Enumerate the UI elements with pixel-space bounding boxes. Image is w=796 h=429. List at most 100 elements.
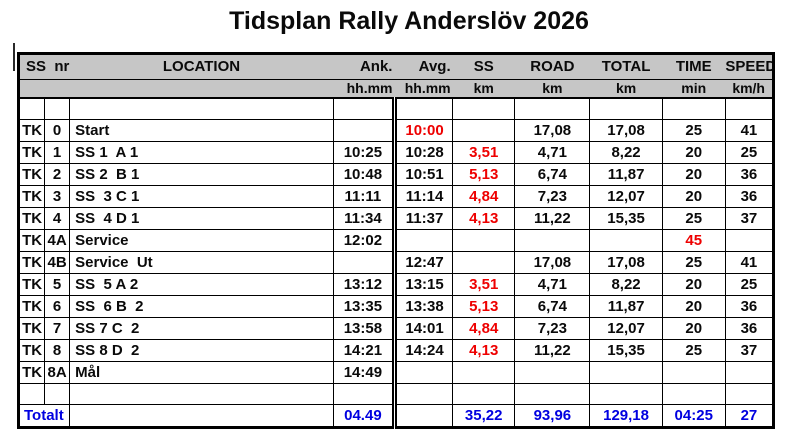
cell-ank: 10:25 <box>332 141 395 164</box>
spacer-row-top <box>17 97 775 120</box>
page-title: Tidsplan Rally Anderslöv 2026 <box>229 7 589 35</box>
cell-speed: 37 <box>724 339 775 362</box>
cell-ss: 3,51 <box>452 141 516 164</box>
cell-tk: TK <box>17 251 46 274</box>
cell-avg: 10:00 <box>391 119 454 142</box>
cell-time: 20 <box>661 295 726 318</box>
cell-ank: 12:02 <box>332 229 395 252</box>
units-speed: km/h <box>725 79 774 99</box>
cell-location: Mål <box>69 361 334 384</box>
header-ss-nr: SS nr <box>18 53 70 80</box>
table-row: TK 8A Mål 14:49 <box>17 361 775 384</box>
cell-road: 17,08 <box>514 251 591 274</box>
units-avg: hh.mm <box>394 79 453 99</box>
cell-ss: 4,13 <box>452 339 516 362</box>
total-avg <box>391 404 454 428</box>
cell-location: SS 2 B 1 <box>69 163 334 186</box>
cell-total: 11,87 <box>589 295 663 318</box>
total-time: 04:25 <box>661 404 726 428</box>
cell-ank <box>332 119 395 142</box>
cell-ss <box>452 119 516 142</box>
cell-total: 15,35 <box>589 207 663 230</box>
cell-ank: 13:12 <box>332 273 395 296</box>
cell-ss <box>452 251 516 274</box>
cell-ss: 5,13 <box>452 163 516 186</box>
cell-ank: 13:35 <box>332 295 395 318</box>
cell-speed: 36 <box>724 185 775 208</box>
cell-location: Service <box>69 229 334 252</box>
cell-ss: 4,84 <box>452 317 516 340</box>
cell-time <box>661 361 726 384</box>
data-rows: TK 0 Start 10:00 17,08 17,08 25 41 TK 1 … <box>17 119 775 384</box>
cell-ss: 4,84 <box>452 185 516 208</box>
header-speed: SPEED <box>725 53 774 80</box>
total-row: Totalt 04.49 35,22 93,96 129,18 04:25 27 <box>17 404 775 428</box>
cell-ank <box>332 251 395 274</box>
cell-total: 8,22 <box>589 273 663 296</box>
units-ank: hh.mm <box>333 79 395 99</box>
cell-speed: 36 <box>724 317 775 340</box>
cell-nr: 3 <box>44 185 71 208</box>
cell-ss <box>452 229 516 252</box>
table-row: TK 8 SS 8 D 2 14:21 14:24 4,13 11,22 15,… <box>17 339 775 362</box>
cell-avg: 10:28 <box>391 141 454 164</box>
cell-time: 25 <box>661 251 726 274</box>
cell-speed: 25 <box>724 141 775 164</box>
cell-location: Start <box>69 119 334 142</box>
cell-nr: 4B <box>44 251 71 274</box>
cell-road: 7,23 <box>514 317 591 340</box>
cell-nr: 5 <box>44 273 71 296</box>
header-time: TIME <box>662 53 726 80</box>
total-ss: 35,22 <box>452 404 516 428</box>
cell-ss: 4,13 <box>452 207 516 230</box>
table-row: TK 1 SS 1 A 1 10:25 10:28 3,51 4,71 8,22… <box>17 141 775 164</box>
cell-ank: 10:48 <box>332 163 395 186</box>
cell-total: 17,08 <box>589 251 663 274</box>
cell-avg <box>391 229 454 252</box>
cell-ss: 5,13 <box>452 295 516 318</box>
units-total: km <box>589 79 663 99</box>
cell-total: 17,08 <box>589 119 663 142</box>
schedule-table: SS nr LOCATION Ank. Avg. SS ROAD TOTAL T… <box>17 52 775 429</box>
cell-tk: TK <box>17 185 46 208</box>
cell-time: 25 <box>661 119 726 142</box>
cell-tk: TK <box>17 229 46 252</box>
cell-location: SS 4 D 1 <box>69 207 334 230</box>
total-label: Totalt <box>17 404 71 428</box>
spacer-row-bottom <box>17 383 775 405</box>
cell-tk: TK <box>17 339 46 362</box>
cell-total: 15,35 <box>589 339 663 362</box>
cell-avg: 13:38 <box>391 295 454 318</box>
units-row: hh.mm hh.mm km km km min km/h <box>18 79 774 99</box>
cell-ank: 14:21 <box>332 339 395 362</box>
cell-speed <box>724 361 775 384</box>
cell-total: 11,87 <box>589 163 663 186</box>
cell-nr: 2 <box>44 163 71 186</box>
units-time: min <box>662 79 726 99</box>
table-row: TK 4B Service Ut 12:47 17,08 17,08 25 41 <box>17 251 775 274</box>
cell-nr: 4 <box>44 207 71 230</box>
cell-location: SS 6 B 2 <box>69 295 334 318</box>
cell-tk: TK <box>17 295 46 318</box>
header-ank: Ank. <box>333 53 395 80</box>
cell-road <box>514 361 591 384</box>
cell-avg: 11:14 <box>391 185 454 208</box>
stray-mark <box>13 43 15 71</box>
cell-total: 12,07 <box>589 317 663 340</box>
cell-speed: 36 <box>724 163 775 186</box>
cell-ss: 3,51 <box>452 273 516 296</box>
table-row: TK 5 SS 5 A 2 13:12 13:15 3,51 4,71 8,22… <box>17 273 775 296</box>
cell-nr: 0 <box>44 119 71 142</box>
cell-avg: 14:24 <box>391 339 454 362</box>
cell-avg: 12:47 <box>391 251 454 274</box>
table-row: TK 7 SS 7 C 2 13:58 14:01 4,84 7,23 12,0… <box>17 317 775 340</box>
cell-road: 4,71 <box>514 141 591 164</box>
units-ss: km <box>452 79 515 99</box>
cell-time: 25 <box>661 207 726 230</box>
header-location: LOCATION <box>69 53 334 80</box>
cell-location: SS 8 D 2 <box>69 339 334 362</box>
table-row: TK 4 SS 4 D 1 11:34 11:37 4,13 11,22 15,… <box>17 207 775 230</box>
total-total: 129,18 <box>589 404 663 428</box>
cell-road: 7,23 <box>514 185 591 208</box>
